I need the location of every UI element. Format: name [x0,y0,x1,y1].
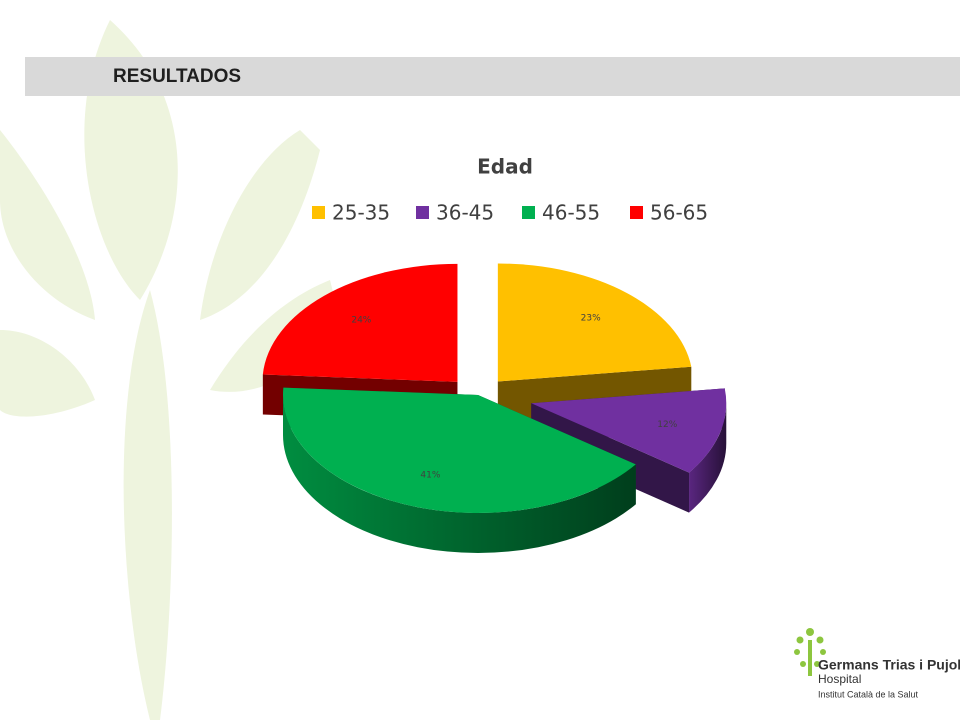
legend-swatch [312,206,325,219]
legend-swatch [630,206,643,219]
logo-institution: Institut Català de la Salut [818,689,919,699]
pie-slice [283,387,636,513]
chart-title: Edad [477,155,533,179]
data-label: 23% [581,313,601,323]
data-label: 41% [420,470,440,480]
pie-chart: 25-35 36-45 46-55 56-65 23% 12% 41% 24% [262,201,727,553]
data-label: 12% [657,420,677,430]
slice-side [689,403,727,513]
legend-label: 36-45 [436,201,494,225]
logo: Germans Trias i Pujol Hospital Institut … [794,628,960,699]
header-title: RESULTADOS [113,66,241,87]
header-bar [25,57,960,96]
pie-slice [531,388,727,473]
legend-label: 46-55 [542,201,600,225]
legend-swatch [522,206,535,219]
legend-label: 25-35 [332,201,390,225]
pie-slice [262,263,458,382]
legend-label: 56-65 [650,201,708,225]
logo-name: Germans Trias i Pujol [818,657,960,673]
legend-swatch [416,206,429,219]
data-label: 24% [351,315,371,325]
logo-subtitle: Hospital [818,672,861,686]
pie-slice [497,263,692,382]
slice-side [283,395,636,553]
